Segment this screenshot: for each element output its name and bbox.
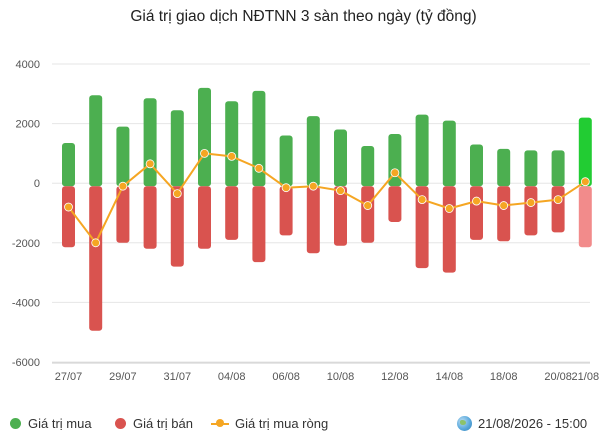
- buy-bar: [225, 101, 239, 187]
- legend-sell-marker: [115, 417, 126, 429]
- buy-bar: [116, 126, 130, 187]
- sell-bar: [361, 186, 375, 243]
- net-line: [67, 152, 586, 244]
- sell-bar: [578, 186, 592, 248]
- buy-bar: [442, 120, 456, 187]
- chart-title: Giá trị giao dịch NĐTNN 3 sàn theo ngày …: [130, 8, 477, 25]
- sell-bar: [279, 186, 293, 236]
- net-point: [227, 151, 237, 161]
- buy-bar: [524, 150, 538, 187]
- buy-bar: [252, 90, 266, 187]
- y-tick-label: -2000: [12, 238, 40, 250]
- timestamp: 21/08/2026 - 15:00: [457, 413, 587, 433]
- buy-bar: [551, 150, 565, 187]
- timestamp-text: 21/08/2026 - 15:00: [478, 415, 588, 431]
- legend-buy-label: Giá trị mua: [28, 415, 92, 431]
- buy-bar: [143, 98, 157, 187]
- sell-bar: [198, 186, 211, 249]
- sell-bar: [252, 186, 266, 263]
- sell-bar: [89, 186, 103, 331]
- net-point: [254, 163, 264, 173]
- globe-icon: [457, 415, 472, 431]
- sell-bar: [497, 186, 511, 242]
- sell-bar: [470, 186, 483, 240]
- x-tick-label: 06/08: [272, 371, 300, 383]
- net-point: [499, 201, 509, 210]
- x-tick-label: 21/08: [572, 371, 600, 383]
- legend-item-net[interactable]: Giá trị mua ròng: [211, 413, 328, 433]
- x-tick-label: 04/08: [218, 371, 246, 383]
- buy-bar: [470, 144, 483, 187]
- legend-sell-label: Giá trị bán: [133, 415, 193, 431]
- x-tick-label: 18/08: [490, 371, 518, 383]
- legend-net-marker: [211, 418, 229, 429]
- x-tick-label: 31/07: [164, 371, 192, 383]
- buy-bar: [306, 116, 320, 187]
- net-point: [444, 204, 454, 213]
- net-point: [145, 159, 155, 169]
- sell-bar: [524, 186, 538, 236]
- sell-bar: [143, 186, 157, 249]
- y-tick-label: -6000: [12, 357, 40, 369]
- net-point: [336, 186, 345, 196]
- buy-bar: [361, 145, 375, 187]
- buy-bar: [198, 87, 211, 187]
- net-point: [91, 238, 101, 248]
- net-point: [553, 195, 563, 204]
- net-point: [281, 183, 291, 193]
- sell-bar: [170, 186, 184, 267]
- x-tick-label: 20/08: [544, 371, 572, 383]
- buy-bar: [89, 95, 103, 187]
- sell-bar: [62, 186, 75, 248]
- y-tick-label: 2000: [16, 119, 40, 131]
- y-tick-label: 4000: [16, 59, 40, 71]
- x-tick-label: 27/07: [55, 371, 83, 383]
- buy-bar: [62, 142, 75, 187]
- net-point: [308, 181, 318, 191]
- buy-bar: [497, 148, 511, 187]
- net-point: [64, 202, 73, 212]
- net-point: [118, 181, 128, 191]
- legend-item-sell[interactable]: Giá trị bán: [115, 413, 193, 433]
- legend-buy-marker: [10, 417, 21, 429]
- x-tick-label: 14/08: [436, 371, 464, 383]
- net-point: [363, 201, 373, 210]
- sell-bar: [551, 186, 565, 233]
- sell-bar: [415, 186, 429, 269]
- sell-bar: [442, 186, 456, 273]
- x-tick-label: 10/08: [327, 371, 355, 383]
- net-point: [390, 168, 400, 178]
- net-point: [580, 177, 590, 187]
- net-point: [472, 196, 481, 206]
- net-point: [417, 195, 427, 204]
- y-tick-label: -4000: [12, 297, 40, 309]
- buy-bar: [578, 117, 592, 187]
- x-tick-label: 29/07: [109, 371, 137, 383]
- legend-net-label: Giá trị mua ròng: [235, 415, 329, 431]
- sell-bar: [306, 186, 320, 254]
- sell-bar: [225, 186, 239, 240]
- buy-bar: [170, 110, 184, 187]
- net-point: [526, 198, 536, 207]
- y-tick-label: 0: [34, 178, 40, 190]
- buy-bar: [279, 135, 293, 187]
- net-point: [200, 148, 209, 158]
- sell-bar: [116, 186, 130, 243]
- chart-plot: 4000 2000 0 -2000 -4000 -6000 27/07 29/07 31/07 0…: [12, 59, 600, 383]
- sell-bar: [334, 186, 347, 246]
- sell-bar: [388, 186, 402, 222]
- x-tick-label: 12/08: [381, 371, 409, 383]
- net-point: [172, 189, 182, 199]
- buy-bar: [334, 129, 347, 187]
- buy-bar: [415, 114, 429, 187]
- legend-item-buy[interactable]: Giá trị mua: [10, 413, 92, 433]
